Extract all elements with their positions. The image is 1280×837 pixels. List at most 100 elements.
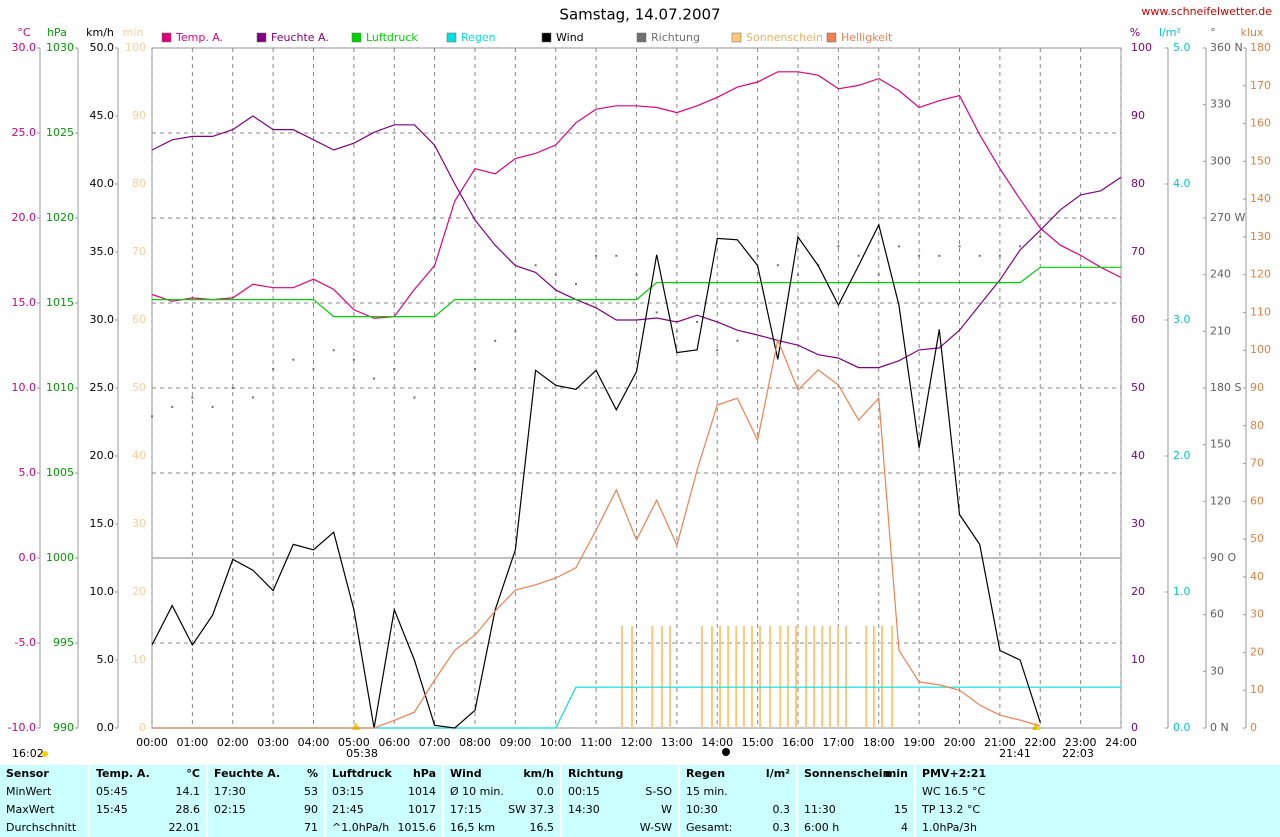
y-tick-label: 270 W (1210, 211, 1245, 224)
legend-label: Wind (556, 31, 584, 44)
legend-swatch (541, 32, 552, 43)
y-tick-label: 10 (1131, 653, 1145, 666)
series-line (152, 266, 1121, 318)
cell-label: TP 13.2 °C (922, 803, 981, 816)
y-tick-label: 80 (1250, 419, 1264, 432)
y-tick-label: 5.0 (19, 466, 37, 479)
y-tick-label: 10.0 (90, 585, 115, 598)
source-link: www.schneifelwetter.de (1141, 5, 1272, 18)
direction-dot (615, 254, 618, 257)
y-tick-label: 150 (1210, 438, 1231, 451)
direction-dot (292, 358, 295, 361)
y-tick-label: 30 (132, 517, 146, 530)
direction-dot (171, 405, 174, 408)
chart-title: Samstag, 14.07.2007 (559, 6, 720, 24)
y-tick-label: 100 (1250, 343, 1271, 356)
y-tick-label: 300 (1210, 154, 1231, 167)
direction-dot (595, 254, 598, 257)
cell-value: 28.6 (175, 803, 201, 816)
direction-dot (998, 254, 1001, 257)
table-cell: ^1.0hPa/h 1015.6 (324, 819, 442, 837)
cell-value: 1014 (408, 785, 436, 798)
x-tick-label: 20:00 (944, 736, 976, 749)
y-tick-label: 35.0 (90, 245, 115, 258)
table-cell: 02:15 90 (206, 801, 324, 819)
y-tick-label: 90 (132, 109, 146, 122)
direction-dot (352, 358, 355, 361)
table-cell: Richtung (560, 765, 678, 783)
cell-value: 15 (894, 803, 908, 816)
y-tick-label: 180 S (1210, 381, 1241, 394)
table-cell: 17:30 53 (206, 783, 324, 801)
direction-dot (312, 368, 315, 371)
y-tick-label: 70 (1131, 245, 1145, 258)
table-cell: Sensor (0, 765, 88, 783)
cell-value: SW 37.3 (508, 803, 554, 816)
legend-swatch (636, 32, 647, 43)
table-cell: 05:45 14.1 (88, 783, 206, 801)
table-cell: MaxWert (0, 801, 88, 819)
y-tick-label: 20.0 (12, 211, 37, 224)
y-tick-label: 60 (1131, 313, 1145, 326)
y-tick-label: 90 (1131, 109, 1145, 122)
cell-value: % (306, 767, 318, 780)
y-tick-label: 1010 (46, 381, 74, 394)
cell-label: Feuchte A. (214, 767, 281, 780)
y-tick-label: 20 (1250, 645, 1264, 658)
legend-label: Regen (461, 31, 496, 44)
y-tick-label: 170 (1250, 79, 1271, 92)
x-tick-label: 02:00 (217, 736, 249, 749)
y-tick-label: 110 (1250, 305, 1271, 318)
y-tick-label: 5.0 (1173, 41, 1191, 54)
cell-label: 15:45 (96, 803, 128, 816)
y-tick-label: 25.0 (90, 381, 115, 394)
axis-unit: min (123, 26, 144, 39)
direction-dot (474, 368, 476, 371)
y-tick-label: 15.0 (12, 296, 37, 309)
y-tick-label: 20 (1131, 585, 1145, 598)
cell-label: 00:15 (568, 785, 600, 798)
x-tick-label: 19:00 (903, 736, 935, 749)
x-tick-label: 22:00 (1024, 736, 1056, 749)
direction-dot (1039, 235, 1042, 238)
y-tick-label: 10 (132, 653, 146, 666)
axis-unit: % (1130, 26, 1140, 39)
cell-value: km/h (523, 767, 554, 780)
cell-value: °C (186, 767, 200, 780)
y-tick-label: 360 N (1210, 41, 1243, 54)
x-tick-label: 03:00 (257, 736, 289, 749)
direction-dot (231, 387, 234, 389)
x-tick-label: 01:00 (177, 736, 209, 749)
direction-dot (736, 339, 739, 342)
y-tick-label: 1005 (46, 466, 74, 479)
y-tick-label: 1030 (46, 41, 74, 54)
table-cell: TP 13.2 °C (914, 801, 1032, 819)
direction-dot (413, 396, 416, 399)
table-cell: 22.01 (88, 819, 206, 837)
cell-label: PMV+2:21 (922, 767, 987, 780)
direction-dot (797, 273, 799, 276)
direction-dot (756, 254, 759, 257)
table-cell: 15 min. (678, 783, 796, 801)
y-tick-label: 50.0 (90, 41, 115, 54)
legend-label: Helligkeit (841, 31, 893, 44)
direction-dot (978, 254, 981, 257)
y-tick-label: 60 (1250, 494, 1264, 507)
cell-label: Luftdruck (332, 767, 392, 780)
cell-label: Wind (450, 767, 482, 780)
direction-dot (393, 368, 396, 371)
direction-dot (151, 415, 153, 418)
direction-dot (191, 396, 194, 399)
axis-unit: hPa (47, 26, 67, 39)
table-cell: 00:15 S-SO (560, 783, 678, 801)
direction-dot (494, 339, 497, 342)
cell-label: 10:30 (686, 803, 718, 816)
cell-label: 6:00 h (804, 821, 840, 834)
direction-dot (332, 349, 335, 352)
axis-unit: klux (1241, 26, 1264, 39)
y-tick-label: 1020 (46, 211, 74, 224)
direction-dot (554, 273, 557, 276)
cell-label: Temp. A. (96, 767, 150, 780)
stats-table: Sensor Temp. A. °C Feuchte A.% Luftdruck hPa W… (0, 765, 1280, 837)
direction-dot (251, 396, 254, 399)
